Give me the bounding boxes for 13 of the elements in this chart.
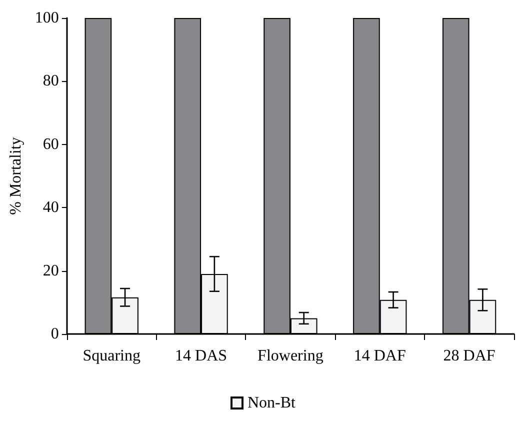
legend-label: Non-Bt	[248, 394, 296, 412]
y-axis-title: % Mortality	[8, 137, 24, 215]
x-tick-label: Flowering	[258, 348, 324, 364]
y-tick-label: 40	[42, 199, 59, 216]
y-tick-label: 20	[42, 262, 59, 280]
x-tick-label: 14 DAS	[175, 348, 228, 364]
y-tick-label: 80	[42, 72, 59, 90]
y-tick-label: 0	[50, 326, 59, 342]
y-tick-label: 100	[34, 10, 59, 26]
x-tick-label: 28 DAF	[443, 348, 496, 364]
x-tick-label: Squaring	[82, 348, 140, 364]
y-tick-label: 60	[42, 136, 59, 153]
x-tick-label: 14 DAF	[354, 348, 406, 364]
